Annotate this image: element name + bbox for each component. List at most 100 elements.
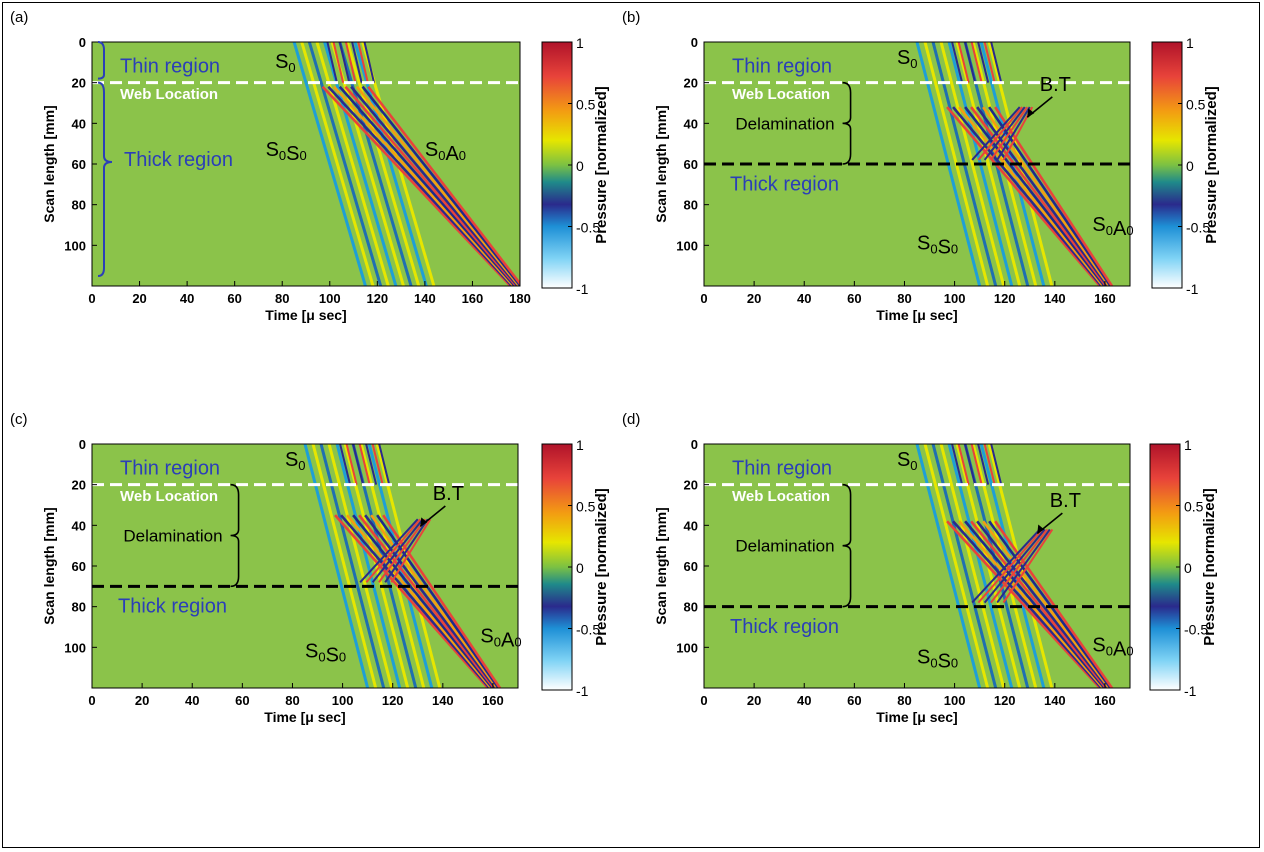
colorbar-tick-label: 0.5 — [1184, 499, 1204, 515]
bt-wave-stripe — [371, 518, 424, 583]
thick-region-label: Thick region — [124, 149, 233, 171]
s0a0-wave-stripe — [952, 520, 1103, 688]
x-tick-label: 140 — [414, 291, 436, 306]
x-tick-label: 60 — [235, 693, 249, 708]
x-tick-label: 160 — [462, 291, 484, 306]
s0a0-wave-stripe — [367, 85, 520, 286]
y-axis-label: Scan length [mm] — [41, 507, 57, 624]
s0a0-wave-stripe — [946, 520, 1101, 688]
s0a0-wave-stripe — [358, 514, 495, 688]
s0s0-mode-label: S0S0 — [266, 139, 307, 165]
bt-wave-stripe — [971, 528, 1041, 604]
s0s0-mode-label: S0S0 — [917, 647, 958, 673]
s0-wave-stripe — [923, 444, 990, 688]
bt-wave-stripe — [996, 106, 1031, 161]
thin-mode-stripe — [951, 444, 964, 485]
thin-region-label: Thin region — [732, 457, 832, 479]
x-tick-label: 100 — [944, 291, 966, 306]
s0-wave-stripe — [939, 42, 1006, 286]
x-tick-label: 60 — [227, 291, 241, 306]
plot-area — [704, 42, 1130, 286]
s0a0-wave-stripe — [344, 85, 518, 286]
x-tick-label: 20 — [747, 693, 761, 708]
x-tick-label: 80 — [275, 291, 289, 306]
thin-mode-stripe — [357, 42, 369, 83]
thin-mode-stripe — [345, 444, 358, 485]
x-tick-label: 120 — [382, 693, 404, 708]
colorbar-tick-label: 1 — [576, 35, 584, 51]
s0a0-wave-stripe — [321, 85, 512, 286]
x-tick-label: 120 — [994, 693, 1016, 708]
x-axis-label: Time [μ sec] — [264, 709, 345, 725]
thin-mode-stripe — [365, 444, 378, 485]
bt-wave-stripe — [977, 106, 1024, 161]
colorbar-label: Pressure [normalized] — [593, 488, 610, 646]
x-tick-label: 80 — [897, 291, 911, 306]
thin-region-label: Thin region — [120, 55, 220, 77]
x-tick-label: 120 — [366, 291, 388, 306]
s0a0-wave-stripe — [327, 85, 513, 286]
web-location-label: Web Location — [120, 86, 218, 103]
thin-mode-stripe — [378, 444, 391, 485]
x-tick-label: 20 — [747, 291, 761, 306]
colorbar — [1151, 41, 1183, 289]
plot-area — [704, 444, 1130, 688]
colorbar-tick-label: -1 — [1184, 683, 1197, 699]
y-tick-label: 60 — [72, 157, 86, 172]
y-tick-label: 100 — [676, 238, 698, 253]
y-tick-label: 0 — [79, 35, 86, 50]
x-tick-label: 160 — [1094, 693, 1116, 708]
x-tick-label: 40 — [185, 693, 199, 708]
s0a0-wave-stripe — [350, 85, 519, 286]
delamination-brace — [842, 81, 852, 165]
colorbar — [1149, 443, 1181, 691]
colorbar-tick-label: -1 — [576, 281, 589, 297]
delamination-brace — [842, 483, 852, 608]
y-tick-label: 100 — [676, 640, 698, 655]
colorbar — [541, 443, 573, 691]
s0a0-mode-label: S0A0 — [1092, 214, 1133, 240]
y-tick-label: 80 — [684, 198, 698, 213]
y-tick-label: 80 — [684, 600, 698, 615]
s0a0-wave-stripe — [355, 85, 520, 286]
thin-region-label: Thin region — [120, 457, 220, 479]
s0a0-wave-stripe — [964, 106, 1106, 286]
thin-mode-stripe — [957, 444, 970, 485]
panel-label: (b) — [622, 9, 640, 26]
s0a0-mode-label: S0A0 — [480, 625, 521, 651]
s0a0-mode-label: S0A0 — [425, 139, 466, 165]
y-tick-label: 0 — [79, 437, 86, 452]
x-axis-label: Time [μ sec] — [265, 307, 346, 323]
thin-mode-stripe — [363, 42, 375, 83]
panel-label: (a) — [10, 9, 28, 26]
x-tick-label: 40 — [797, 693, 811, 708]
bt-wave-stripe — [990, 528, 1049, 604]
colorbar-tick-label: 1 — [1186, 35, 1194, 51]
panel-label: (c) — [10, 411, 28, 428]
s0a0-wave-stripe — [964, 520, 1106, 688]
s0a0-wave-stripe — [982, 106, 1111, 286]
x-tick-label: 140 — [1044, 693, 1066, 708]
x-tick-label: 60 — [847, 693, 861, 708]
s0a0-wave-stripe — [340, 514, 491, 688]
thin-region-brace — [97, 41, 105, 80]
thin-mode-stripe — [957, 42, 970, 83]
colorbar-tick-label: 1 — [1184, 437, 1192, 453]
x-tick-label: 160 — [1094, 291, 1116, 306]
colorbar-label: Pressure [normalized] — [1203, 86, 1220, 244]
y-tick-label: 20 — [684, 478, 698, 493]
panel-c: (c)0 20 40 60 80 100 120 140 160020406080100Time… — [10, 411, 610, 725]
y-tick-label: 100 — [64, 640, 86, 655]
colorbar-tick-label: 0.5 — [576, 97, 596, 113]
thin-mode-stripe — [951, 42, 964, 83]
s0a0-wave-stripe — [994, 520, 1114, 688]
y-axis-label: Scan length [mm] — [653, 507, 669, 624]
colorbar-tick-label: 0.5 — [1186, 97, 1206, 113]
y-tick-label: 80 — [72, 198, 86, 213]
delamination-brace — [230, 483, 240, 588]
y-tick-label: 60 — [684, 559, 698, 574]
y-tick-label: 40 — [684, 518, 698, 533]
delamination-label: Delamination — [735, 114, 834, 133]
s0a0-wave-stripe — [946, 106, 1101, 286]
s0a0-wave-stripe — [333, 85, 515, 286]
